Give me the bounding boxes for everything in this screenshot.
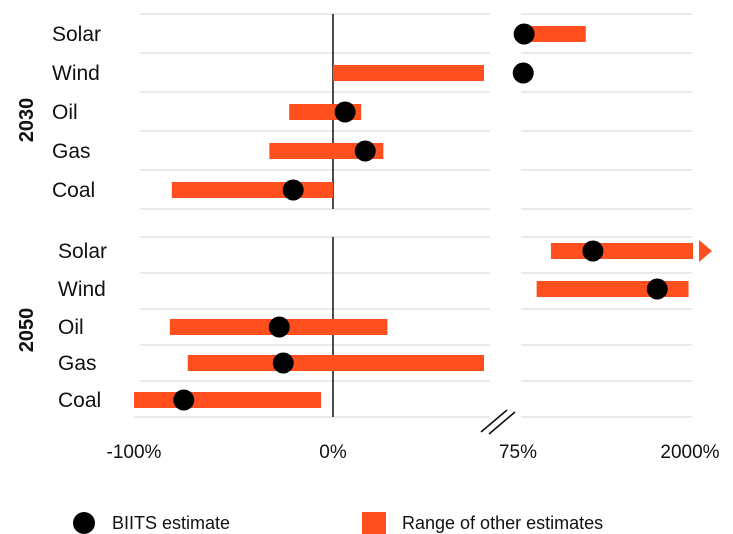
- category-label: Oil: [58, 316, 84, 339]
- estimate-dot: [173, 389, 195, 411]
- range-bar: [171, 182, 333, 198]
- estimate-dot: [582, 240, 604, 262]
- category-label: Solar: [58, 240, 107, 263]
- category-label: Oil: [52, 101, 78, 124]
- chart-labels: Solar Wind Oil Gas Coal 2030 Solar Wind Oil Gas Co…: [16, 23, 720, 463]
- estimate-dot: [512, 62, 534, 84]
- estimate-dot: [268, 316, 290, 338]
- range-bar: [522, 26, 586, 42]
- range-bar: [134, 392, 322, 408]
- x-tick-label: 0%: [319, 442, 347, 463]
- estimate-dot: [334, 101, 356, 123]
- panel-label: 2050: [16, 308, 38, 353]
- range-bar: [550, 243, 693, 259]
- category-label: Gas: [58, 352, 97, 375]
- axis-break-mark: [480, 409, 508, 433]
- legend-range-marker: [362, 512, 386, 534]
- legend-estimate-marker: [73, 512, 95, 534]
- category-label: Wind: [58, 278, 106, 301]
- category-label: Coal: [58, 389, 101, 412]
- x-tick-label: 75%: [499, 442, 537, 463]
- estimate-dot: [646, 278, 668, 300]
- x-tick-label: 2000%: [660, 442, 719, 463]
- estimate-dot: [513, 23, 535, 45]
- overflow-arrow: [699, 240, 712, 262]
- category-label: Solar: [52, 23, 101, 46]
- category-label: Wind: [52, 62, 100, 85]
- estimate-dot: [272, 352, 294, 374]
- range-bar: [187, 355, 485, 371]
- axis-break-mark: [488, 411, 516, 435]
- legend: BIITS estimate Range of other estimates: [73, 512, 603, 534]
- panel-label: 2030: [16, 98, 38, 143]
- category-label: Gas: [52, 140, 91, 163]
- range-bar: [333, 65, 484, 81]
- chart-marks: [134, 23, 712, 411]
- category-label: Coal: [52, 179, 95, 202]
- legend-range-label: Range of other estimates: [402, 513, 603, 533]
- x-tick-label: -100%: [107, 442, 162, 463]
- range-bar: [269, 143, 384, 159]
- legend-estimate-label: BIITS estimate: [112, 513, 230, 533]
- estimate-dot: [354, 140, 376, 162]
- estimate-dot: [282, 179, 304, 201]
